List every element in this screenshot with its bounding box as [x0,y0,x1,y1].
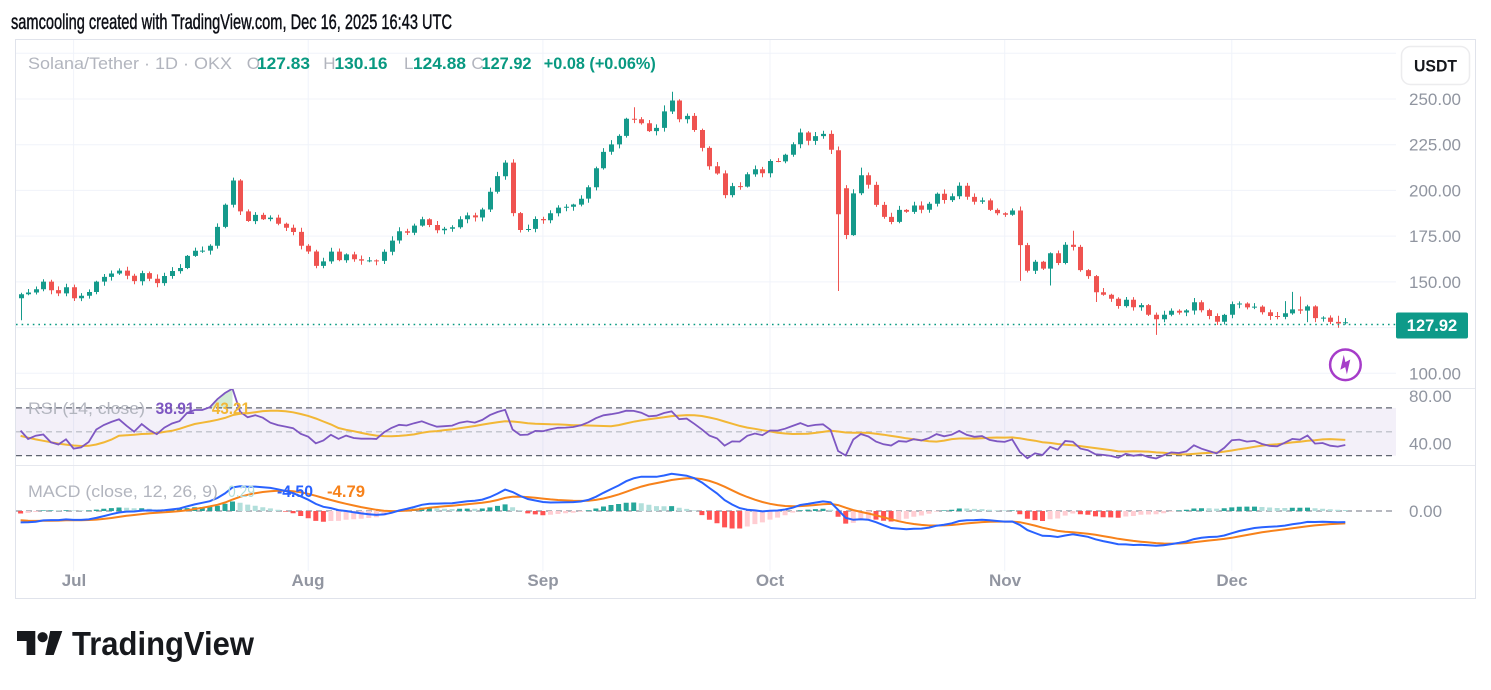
svg-text:200.00: 200.00 [1409,181,1461,200]
svg-text:43.21: 43.21 [212,399,250,418]
svg-text:Solana/Tether · 1D · OKX: Solana/Tether · 1D · OKX [28,54,232,73]
svg-text:127.92: 127.92 [482,54,532,73]
svg-text:150.00: 150.00 [1409,273,1461,292]
svg-text:130.16: 130.16 [335,54,388,73]
svg-text:-4.79: -4.79 [327,482,365,501]
svg-text:124.88: 124.88 [413,54,466,73]
svg-text:40.00: 40.00 [1409,435,1452,454]
svg-text:175.00: 175.00 [1409,227,1461,246]
svg-text:MACD (close, 12, 26, 9): MACD (close, 12, 26, 9) [28,482,218,501]
svg-text:225.00: 225.00 [1409,136,1461,155]
svg-text:TradingView: TradingView [72,625,254,662]
svg-text:Jul: Jul [62,571,87,590]
svg-text:H: H [323,54,335,73]
svg-text:38.91: 38.91 [156,399,195,418]
svg-text:+0.08 (+0.06%): +0.08 (+0.06%) [544,54,656,73]
svg-text:Aug: Aug [291,571,324,590]
svg-text:Dec: Dec [1216,571,1247,590]
svg-text:O: O [247,54,260,73]
svg-text:250.00: 250.00 [1409,90,1461,109]
svg-text:USDT: USDT [1414,57,1458,76]
svg-text:Sep: Sep [527,571,558,590]
svg-text:C: C [471,54,483,73]
svg-text:-4.50: -4.50 [277,482,313,501]
svg-text:L: L [404,54,413,73]
svg-text:0.29: 0.29 [228,482,255,501]
svg-text:Nov: Nov [989,571,1022,590]
svg-text:80.00: 80.00 [1409,387,1452,406]
svg-text:0.00: 0.00 [1409,502,1442,521]
svg-text:127.83: 127.83 [257,54,310,73]
svg-text:Oct: Oct [756,571,785,590]
svg-text:100.00: 100.00 [1409,364,1461,383]
svg-text:RSI (14, close): RSI (14, close) [28,399,145,418]
svg-text:127.92: 127.92 [1407,317,1457,335]
svg-text:samcooling created with Tradin: samcooling created with TradingView.com,… [11,11,452,34]
